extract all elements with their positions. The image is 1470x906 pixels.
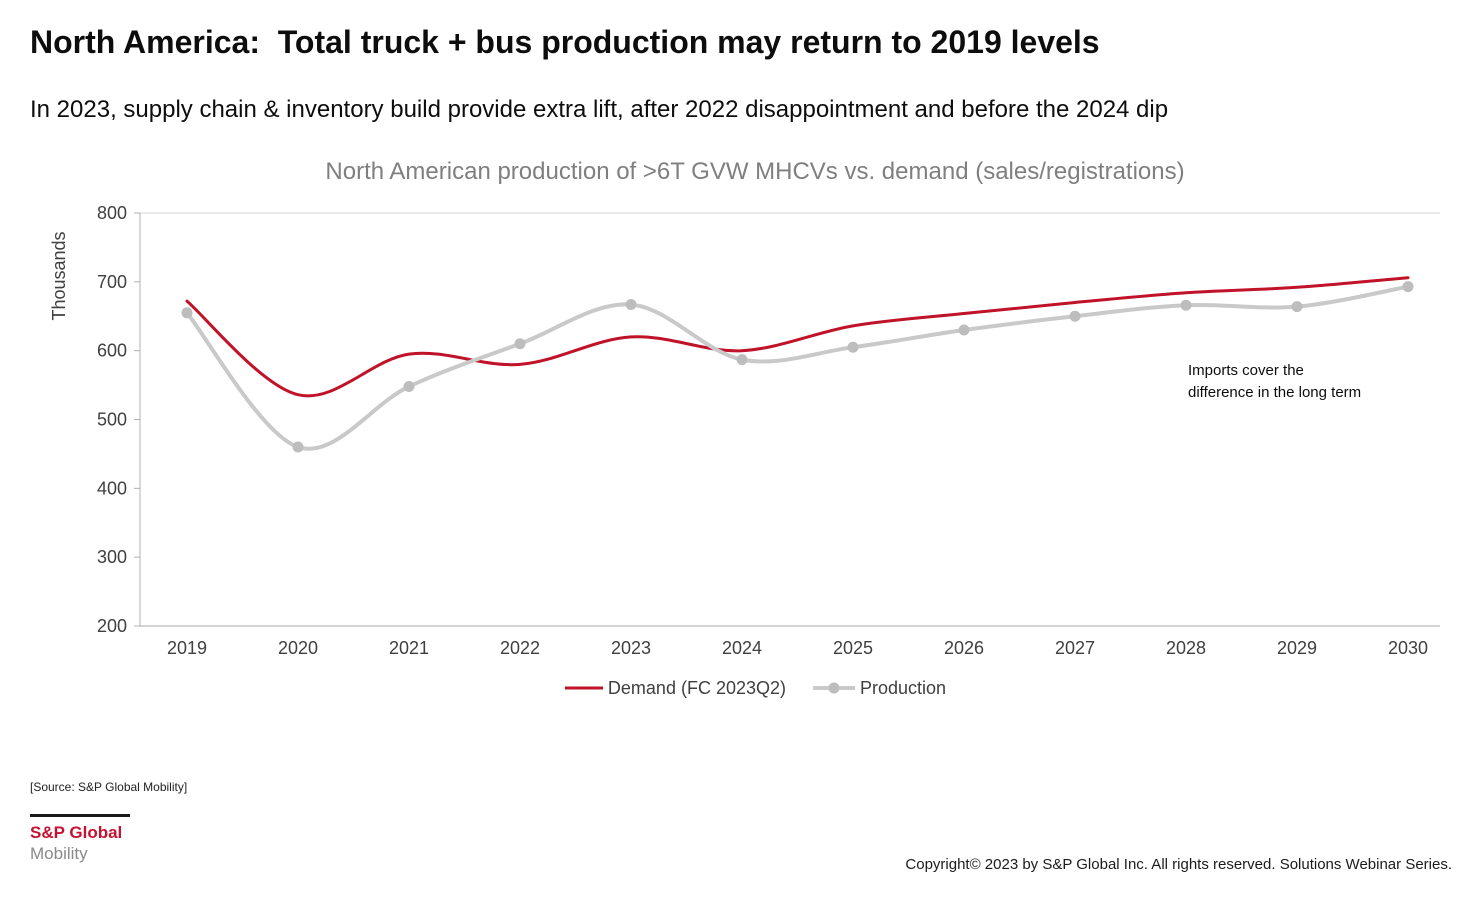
chart-legend: Demand (FC 2023Q2) Production [55,674,1455,702]
slide-subtitle: In 2023, supply chain & inventory build … [30,96,1169,123]
legend-label-production: Production [860,677,947,698]
copyright-text: Copyright© 2023 by S&P Global Inc. All r… [905,856,1452,873]
sp-global-mobility-logo: S&P Global Mobility [30,814,130,864]
svg-text:2029: 2029 [1277,638,1317,658]
svg-text:2024: 2024 [722,638,762,658]
chart-title: North American production of >6T GVW MHC… [325,158,1185,185]
svg-text:2021: 2021 [389,638,429,658]
svg-text:300: 300 [97,547,127,567]
legend-item-production: Production [812,678,946,699]
svg-text:2027: 2027 [1055,638,1095,658]
svg-text:200: 200 [97,616,127,636]
svg-text:2023: 2023 [611,638,651,658]
legend-label-demand: Demand (FC 2023Q2) [607,677,786,698]
svg-text:2020: 2020 [278,638,318,658]
svg-text:700: 700 [97,272,127,292]
slide-title: North America: Total truck + bus product… [30,24,1100,60]
legend-item-demand: Demand (FC 2023Q2) [564,678,786,699]
svg-text:2028: 2028 [1166,638,1206,658]
svg-text:2022: 2022 [500,638,540,658]
svg-text:2026: 2026 [944,638,984,658]
logo-text-sp-global: S&P Global [30,823,123,842]
demand-line-swatch [564,686,603,690]
svg-text:500: 500 [97,410,127,430]
annotation-line-1: Imports cover the [1188,362,1304,379]
svg-text:800: 800 [97,203,127,223]
logo-text-mobility: Mobility [30,844,88,863]
svg-text:2025: 2025 [833,638,873,658]
logo-bar [30,814,130,817]
annotation-line-2: difference in the long term [1188,384,1362,401]
svg-text:2030: 2030 [1388,638,1428,658]
production-demand-line-chart: 200 300 400 500 600 700 800 2019 2020 2021 2022 202… [49,203,1440,658]
chart-annotation: Imports cover the difference in the long… [1188,360,1361,404]
production-line-swatch [813,682,855,694]
svg-text:600: 600 [97,341,127,361]
svg-text:Thousands: Thousands [49,231,69,320]
source-note: [Source: S&P Global Mobility] [30,780,188,794]
svg-text:400: 400 [97,478,127,498]
svg-text:2019: 2019 [167,638,207,658]
